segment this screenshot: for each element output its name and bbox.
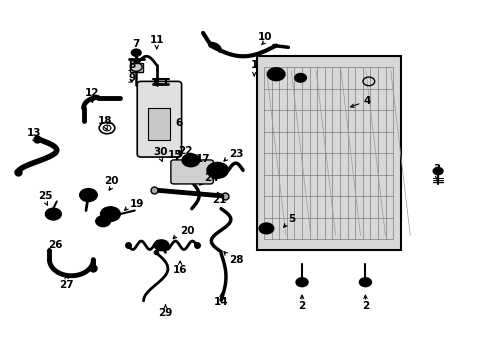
Text: 4: 4 xyxy=(363,96,370,106)
Bar xyxy=(256,56,400,250)
Text: 26: 26 xyxy=(48,240,63,250)
Text: 21: 21 xyxy=(211,195,226,205)
Circle shape xyxy=(101,207,120,221)
Circle shape xyxy=(299,280,305,284)
Text: 11: 11 xyxy=(149,35,163,45)
Bar xyxy=(148,108,170,140)
Text: 13: 13 xyxy=(26,129,41,138)
Circle shape xyxy=(45,208,61,220)
Text: 24: 24 xyxy=(204,173,219,183)
Text: 12: 12 xyxy=(85,88,100,98)
Circle shape xyxy=(206,162,228,178)
Text: 2: 2 xyxy=(361,301,368,311)
Text: 29: 29 xyxy=(158,309,172,318)
Text: 19: 19 xyxy=(130,199,144,210)
FancyBboxPatch shape xyxy=(137,81,181,157)
Text: 2: 2 xyxy=(298,301,305,311)
Text: 15: 15 xyxy=(168,150,182,160)
Circle shape xyxy=(96,216,110,226)
Text: 23: 23 xyxy=(228,149,243,159)
Circle shape xyxy=(432,167,442,175)
Text: 17: 17 xyxy=(195,154,210,164)
Circle shape xyxy=(359,278,370,287)
Circle shape xyxy=(80,189,97,202)
Text: 22: 22 xyxy=(178,145,192,156)
Text: 18: 18 xyxy=(98,116,113,126)
Circle shape xyxy=(154,240,168,251)
Circle shape xyxy=(362,280,367,284)
Text: 5: 5 xyxy=(288,215,295,224)
FancyBboxPatch shape xyxy=(170,160,213,184)
Text: 9: 9 xyxy=(128,73,135,83)
Circle shape xyxy=(267,68,285,81)
Text: 28: 28 xyxy=(228,255,243,265)
Text: 14: 14 xyxy=(214,297,228,307)
Text: 6: 6 xyxy=(175,118,182,128)
Text: 25: 25 xyxy=(38,191,53,201)
Circle shape xyxy=(294,73,306,82)
Circle shape xyxy=(296,278,307,287)
Text: 16: 16 xyxy=(173,265,187,275)
Text: 27: 27 xyxy=(59,280,74,290)
Text: 1: 1 xyxy=(250,60,257,70)
Text: 30: 30 xyxy=(153,147,167,157)
Circle shape xyxy=(182,154,199,167)
Circle shape xyxy=(259,223,273,234)
Text: 7: 7 xyxy=(132,39,140,49)
Bar xyxy=(130,63,142,72)
Text: 10: 10 xyxy=(258,32,272,41)
Text: 20: 20 xyxy=(104,176,119,186)
Text: 8: 8 xyxy=(128,60,136,70)
Text: 20: 20 xyxy=(180,226,194,236)
Circle shape xyxy=(131,49,141,56)
Text: 3: 3 xyxy=(432,164,440,174)
